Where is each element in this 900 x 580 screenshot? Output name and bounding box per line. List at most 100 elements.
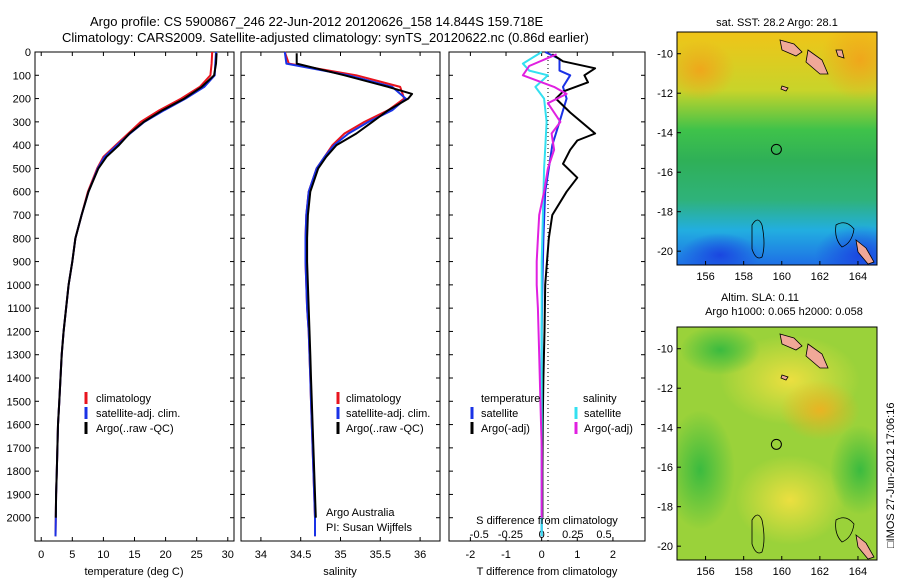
lat-tick-label: -18 [657, 502, 673, 514]
temperature-axes-box [34, 51, 235, 542]
temperature-tick-label: 30 [222, 549, 234, 561]
depth-tick-label: 500 [13, 163, 31, 175]
salinity-panel: 34 34.5 35 35.5 36 salinity climatology sate… [240, 51, 441, 578]
lon-tick-label: 156 [696, 271, 714, 283]
sla-map: Altim. SLA: 0.11 Argo h1000: 0.065 h2000… [657, 292, 878, 578]
lon-tick-label: 164 [849, 566, 867, 578]
sst-warm-patch [820, 32, 877, 100]
reef-contour [751, 219, 765, 259]
lon-tick-label: 160 [773, 271, 791, 283]
title-line2: Climatology: CARS2009. Satellite-adjuste… [62, 30, 589, 45]
sst-map-title: sat. SST: 28.2 Argo: 28.1 [716, 17, 838, 29]
salinity-axes-box [240, 51, 441, 542]
legend-argo: Argo(..raw -QC) [96, 423, 174, 435]
sla-axes-box [676, 326, 878, 561]
depth-tick-label: 2000 [7, 513, 31, 525]
temperature-tick-label: 10 [97, 549, 109, 561]
sla-map-title-2: Argo h1000: 0.065 h2000: 0.058 [705, 306, 863, 318]
pi-note: PI: Susan Wijffels [326, 522, 412, 534]
s-diff-tick-label: 0.5 [596, 529, 611, 541]
temperature-xlabel: temperature (deg C) [84, 566, 183, 578]
argo-location-marker [770, 438, 782, 450]
island-land [780, 85, 789, 92]
temperature-tick-label: 5 [69, 549, 75, 561]
lat-tick-label: -20 [657, 541, 673, 553]
salinity-tick-label: 35.5 [370, 549, 391, 561]
difference-legend: temperature salinity satellite Argo(-adj… [470, 393, 633, 435]
lat-tick-label: -16 [657, 462, 673, 474]
salinity-tick-label: 35 [334, 549, 346, 561]
lat-tick-label: -14 [657, 128, 673, 140]
t-diff-tick-label: 1 [574, 549, 580, 561]
depth-tick-label: 400 [13, 140, 31, 152]
series-line-s-satellite [521, 51, 549, 537]
reef-contour [835, 222, 855, 248]
depth-tick-label: 1800 [7, 466, 31, 478]
lon-tick-label: 164 [849, 271, 867, 283]
title-line1: Argo profile: CS 5900867_246 22-Jun-2012… [90, 14, 544, 29]
lon-tick-label: 162 [811, 566, 829, 578]
legend-s-argo: Argo(-adj) [584, 423, 633, 435]
salinity-xlabel: salinity [323, 566, 357, 578]
t-diff-tick-labels: -2 -1 0 1 2 [465, 52, 616, 561]
depth-tick-label: 1500 [7, 396, 31, 408]
lon-tick-label: 158 [734, 566, 752, 578]
legend-climatology: climatology [346, 393, 402, 405]
sst-lat-tick-labels: -10 -12 -14 -16 -18 -20 [657, 49, 681, 258]
s-diff-xlabel: S difference from climatology [476, 515, 618, 527]
salinity-legend: climatology satellite-adj. clim. Argo(..… [336, 392, 430, 435]
sst-cold-patch [680, 233, 760, 265]
sla-lon-tick-labels: 156 158 160 162 164 [696, 556, 867, 578]
sst-lon-tick-labels: 156 158 160 162 164 [696, 261, 867, 283]
island-land [855, 534, 875, 560]
series-line-climatology [283, 51, 406, 537]
sst-warm-patch [677, 40, 735, 100]
island-land [855, 239, 875, 265]
temperature-tick-label: 25 [191, 549, 203, 561]
island-land [835, 49, 845, 59]
island-land [779, 39, 803, 57]
s-diff-tick-label: -0.5 [470, 529, 489, 541]
legend-header-temperature: temperature [481, 393, 540, 405]
series-line-argo-raw-qc- [295, 53, 414, 518]
depth-tick-labels: 0 100 200 300 400 500 600 700 800 900 1000 1100 1200… [7, 47, 645, 525]
salinity-tick-label: 36 [414, 549, 426, 561]
depth-tick-label: 1700 [7, 443, 31, 455]
lon-tick-label: 160 [773, 566, 791, 578]
depth-tick-label: 1600 [7, 420, 31, 432]
lon-tick-label: 162 [811, 271, 829, 283]
legend-header-salinity: salinity [583, 393, 617, 405]
temperature-tick-labels: 0 5 10 15 20 25 30 [38, 52, 234, 561]
sla-lat-tick-labels: -10 -12 -14 -16 -18 -20 [657, 344, 681, 553]
island-land [805, 343, 829, 369]
series-line-t-argo-adj- [541, 53, 597, 518]
t-diff-xlabel: T difference from climatology [477, 566, 618, 578]
legend-satellite: satellite-adj. clim. [346, 408, 430, 420]
lat-tick-label: -10 [657, 49, 673, 61]
depth-tick-label: 700 [13, 210, 31, 222]
legend-climatology: climatology [96, 393, 152, 405]
legend-argo: Argo(..raw -QC) [346, 423, 424, 435]
depth-tick-label: 600 [13, 187, 31, 199]
temperature-legend: climatology satellite-adj. clim. Argo(..… [84, 392, 180, 435]
series-line-satellite-adj-clim- [283, 51, 407, 537]
sla-field [677, 327, 877, 560]
sla-low-patch [680, 327, 760, 375]
sla-high-patch [735, 455, 845, 545]
depth-tick-label: 100 [13, 70, 31, 82]
island-land [779, 333, 803, 351]
salinity-tick-label: 34 [255, 549, 267, 561]
reef-contour [835, 517, 855, 543]
difference-series [521, 51, 597, 537]
legend-satellite: satellite-adj. clim. [96, 408, 180, 420]
salinity-tick-labels: 34 34.5 35 35.5 36 [255, 52, 426, 561]
legend-t-satellite: satellite [481, 408, 518, 420]
depth-tick-label: 1200 [7, 326, 31, 338]
imos-footer: □IMOS 27-Jun-2012 17:06:16 [885, 403, 897, 548]
lat-tick-label: -16 [657, 167, 673, 179]
series-line-satellite-adj-clim- [54, 51, 217, 537]
legend-s-satellite: satellite [584, 408, 621, 420]
s-diff-tick-label: 0.25 [562, 529, 583, 541]
lat-tick-label: -12 [657, 88, 673, 100]
